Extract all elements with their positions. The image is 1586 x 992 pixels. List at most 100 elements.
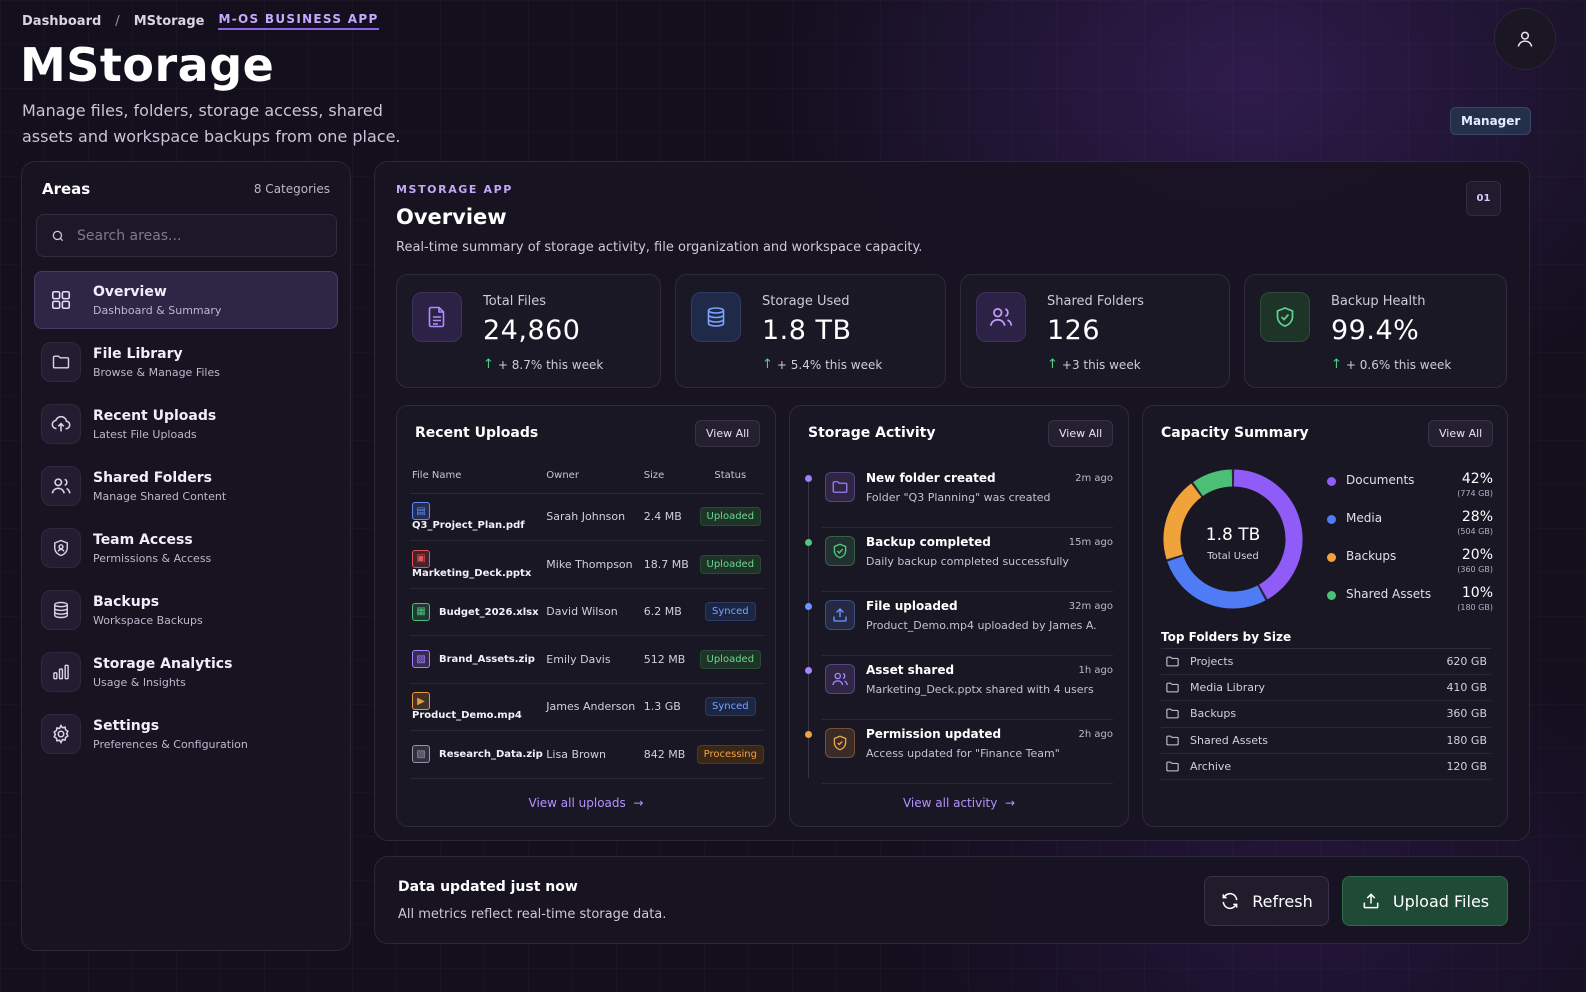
avatar[interactable] bbox=[1494, 8, 1556, 70]
sidebar-item-sub: Dashboard & Summary bbox=[93, 303, 222, 317]
sidebar-item-storage-analytics[interactable]: Storage Analytics Usage & Insights bbox=[34, 643, 338, 701]
owner-cell: James Anderson bbox=[546, 683, 644, 731]
upload-files-label: Upload Files bbox=[1392, 891, 1490, 911]
folder-row[interactable]: Projects 620 GB bbox=[1161, 649, 1491, 676]
activity-item[interactable]: Permission updated Access updated for "Fi… bbox=[805, 724, 1113, 784]
sidebar-item-backups[interactable]: Backups Workspace Backups bbox=[34, 581, 338, 639]
activity-item[interactable]: Asset shared Marketing_Deck.pptx shared w… bbox=[805, 660, 1113, 720]
size-cell: 512 MB bbox=[643, 635, 697, 684]
sidebar-item-label: Shared Folders bbox=[93, 469, 212, 486]
doc-file-icon: ▤ bbox=[412, 502, 430, 521]
table-row[interactable]: ▦ Budget_2026.xlsx David Wilson 6.2 MB Synce… bbox=[410, 588, 764, 636]
sidebar-item-sub: Preferences & Configuration bbox=[93, 737, 248, 751]
folder-icon bbox=[1165, 654, 1180, 669]
stat-delta: ↑ + 0.6% this week bbox=[1331, 357, 1451, 372]
activity-item[interactable]: Backup completed Daily backup completed s… bbox=[805, 532, 1113, 592]
sidebar-item-team-access[interactable]: Team Access Permissions & Access bbox=[34, 519, 338, 577]
view-all-activity-link[interactable]: View all activity → bbox=[790, 796, 1128, 810]
sidebar-item-file-library[interactable]: File Library Browse & Manage Files bbox=[34, 333, 338, 391]
uploads-table: File Name Owner Size Status ▤Q3_Project_… bbox=[410, 458, 764, 779]
breadcrumb-mstorage[interactable]: MStorage bbox=[133, 13, 205, 29]
size-cell: 842 MB bbox=[643, 730, 697, 779]
stat-delta-text: +3 this week bbox=[1061, 357, 1141, 372]
sidebar-item-overview[interactable]: Overview Dashboard & Summary bbox=[34, 271, 338, 329]
legend-percent: 42% bbox=[1461, 471, 1493, 487]
refresh-button[interactable]: Refresh bbox=[1204, 876, 1329, 926]
donut-segment-media[interactable] bbox=[1167, 555, 1266, 609]
arrow-right-icon: → bbox=[629, 796, 644, 810]
file-name: Budget_2026.xlsx bbox=[439, 606, 539, 618]
search-input[interactable] bbox=[77, 227, 317, 244]
sidebar-item-sub: Permissions & Access bbox=[93, 551, 212, 565]
capacity-summary-title: Capacity Summary bbox=[1161, 425, 1309, 441]
stat-delta: ↑ + 8.7% this week bbox=[483, 357, 603, 372]
folder-row[interactable]: Media Library 410 GB bbox=[1161, 675, 1491, 702]
view-all-uploads-link[interactable]: View all uploads → bbox=[397, 796, 775, 810]
folder-row[interactable]: Shared Assets 180 GB bbox=[1161, 728, 1491, 754]
shield-user-icon bbox=[41, 528, 81, 568]
activity-item[interactable]: New folder created Folder "Q3 Planning" w… bbox=[805, 468, 1113, 528]
activity-description: Marketing_Deck.pptx shared with 4 users bbox=[866, 683, 1094, 696]
table-row[interactable]: ▨ Brand_Assets.zip Emily Davis 512 MB Upload… bbox=[410, 635, 764, 684]
table-row[interactable]: ▤Q3_Project_Plan.pdf Sarah Johnson 2.4 MB U… bbox=[410, 493, 764, 541]
sidebar-category-count: 8 Categories bbox=[253, 182, 330, 196]
activity-title: Backup completed bbox=[866, 535, 991, 549]
donut-segment-documents[interactable] bbox=[1233, 469, 1303, 600]
stat-card-total-files[interactable]: Total Files 24,860 ↑ + 8.7% this week bbox=[396, 274, 661, 388]
sidebar-item-shared-folders[interactable]: Shared Folders Manage Shared Content bbox=[34, 457, 338, 515]
sidebar-nav: Overview Dashboard & Summary File Library… bbox=[34, 271, 338, 767]
status-badge: Synced bbox=[704, 602, 756, 622]
timeline-dot bbox=[805, 731, 812, 738]
upload-icon bbox=[1363, 893, 1379, 909]
breadcrumb-dashboard[interactable]: Dashboard bbox=[22, 13, 102, 29]
timeline-dot bbox=[805, 667, 812, 674]
column-header: Status bbox=[696, 458, 764, 494]
overview-eyebrow: MSTORAGE APP bbox=[396, 183, 513, 196]
capacity-donut-chart: 1.8 TB Total Used bbox=[1163, 469, 1303, 609]
folder-size: 620 GB bbox=[1446, 655, 1487, 669]
folder-name: Archive bbox=[1190, 759, 1232, 773]
capacity-legend: Documents 42% (774 GB) Media 28% (504 GB) Back… bbox=[1327, 468, 1493, 620]
activity-view-all-button[interactable]: View All bbox=[1048, 420, 1114, 447]
top-folders-title: Top Folders by Size bbox=[1161, 630, 1292, 644]
sidebar-item-recent-uploads[interactable]: Recent Uploads Latest File Uploads bbox=[34, 395, 338, 453]
refresh-icon bbox=[1222, 892, 1238, 910]
stat-value: 126 bbox=[1047, 315, 1101, 346]
stat-card-storage-used[interactable]: Storage Used 1.8 TB ↑ + 5.4% this week bbox=[675, 274, 946, 388]
status-badge: Uploaded bbox=[699, 649, 762, 669]
cloud-upload-icon bbox=[41, 404, 81, 444]
owner-cell: David Wilson bbox=[546, 588, 644, 636]
folder-size: 360 GB bbox=[1446, 707, 1487, 721]
folder-icon bbox=[1165, 759, 1180, 774]
size-cell: 6.2 MB bbox=[643, 588, 697, 636]
uploads-view-all-button[interactable]: View All bbox=[695, 420, 761, 447]
file-name-cell: ▶Product_Demo.mp4 bbox=[410, 683, 547, 731]
folder-row[interactable]: Archive 120 GB bbox=[1161, 754, 1491, 780]
stat-value: 24,860 bbox=[483, 315, 581, 346]
donut-segment-backups[interactable] bbox=[1163, 483, 1202, 560]
activity-description: Daily backup completed successfully bbox=[866, 555, 1069, 568]
owner-cell: Mike Thompson bbox=[546, 540, 644, 589]
sidebar-item-settings[interactable]: Settings Preferences & Configuration bbox=[34, 705, 338, 763]
stat-card-shared-folders[interactable]: Shared Folders 126 ↑ +3 this week bbox=[960, 274, 1230, 388]
status-cell: Uploaded bbox=[696, 635, 764, 684]
activity-title: File uploaded bbox=[866, 599, 958, 613]
table-row[interactable]: ▶Product_Demo.mp4 James Anderson 1.3 GB Syn… bbox=[410, 683, 764, 731]
status-cell: Synced bbox=[696, 588, 764, 636]
size-cell: 18.7 MB bbox=[643, 540, 697, 589]
timeline-dot bbox=[805, 603, 812, 610]
activity-item[interactable]: File uploaded Product_Demo.mp4 uploaded b… bbox=[805, 596, 1113, 656]
recent-uploads-title: Recent Uploads bbox=[415, 425, 539, 441]
donut-segment-shared-assets[interactable] bbox=[1193, 469, 1233, 497]
status-badge: Processing bbox=[696, 744, 764, 764]
arrow-up-icon: ↑ bbox=[1047, 357, 1058, 372]
folder-row[interactable]: Backups 360 GB bbox=[1161, 701, 1491, 728]
sidebar-item-sub: Workspace Backups bbox=[93, 613, 203, 627]
capacity-view-all-button[interactable]: View All bbox=[1428, 420, 1494, 447]
upload-files-button[interactable]: Upload Files bbox=[1342, 876, 1508, 926]
table-row[interactable]: ▣Marketing_Deck.pptx Mike Thompson 18.7 MB… bbox=[410, 540, 764, 589]
sidebar-item-label: Settings bbox=[93, 717, 160, 734]
status-badge: Uploaded bbox=[699, 554, 762, 574]
table-row[interactable]: ▧ Research_Data.zip Lisa Brown 842 MB Proces… bbox=[410, 730, 764, 779]
stat-card-backup-health[interactable]: Backup Health 99.4% ↑ + 0.6% this week bbox=[1244, 274, 1507, 388]
